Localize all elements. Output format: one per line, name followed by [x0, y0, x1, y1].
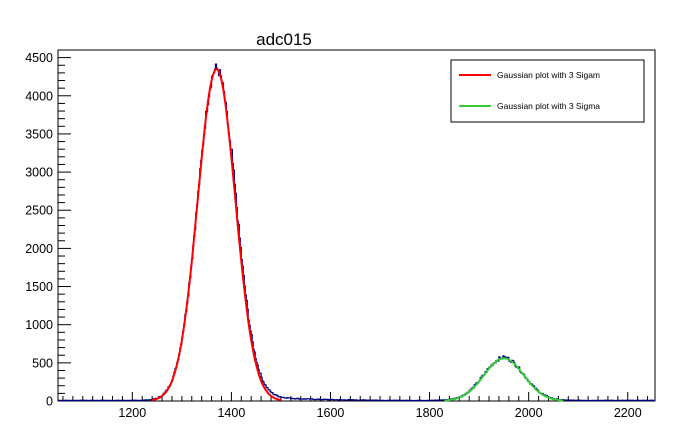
fit-curve-green: [444, 357, 564, 402]
x-tick-label: 1600: [317, 406, 345, 420]
y-tick-label: 4000: [25, 89, 53, 103]
x-tick-label: 2000: [515, 406, 543, 420]
y-tick-label: 4500: [25, 51, 53, 65]
fit-curve-red: [152, 68, 282, 401]
x-tick-label: 1400: [217, 406, 245, 420]
y-tick-label: 2000: [25, 242, 53, 256]
y-tick-label: 500: [32, 356, 53, 370]
legend: Gaussian plot with 3 Sigam Gaussian plot…: [450, 59, 645, 123]
y-tick-label: 1000: [25, 318, 53, 332]
chart-title: adc015: [256, 30, 312, 49]
y-tick-label: 3500: [25, 127, 53, 141]
y-tick-label: 2500: [25, 204, 53, 218]
x-axis: 1200 1400 1600 1800 2000 2200: [62, 392, 649, 420]
y-axis: 0 500 1000 1500 2000 2500 3000 3500 4000 4500: [25, 49, 71, 409]
x-tick-label: 1800: [416, 406, 444, 420]
legend-box: [450, 59, 645, 123]
x-tick-label: 1200: [118, 406, 146, 420]
y-tick-label: 3000: [25, 166, 53, 180]
legend-label-red: Gaussian plot with 3 Sigam: [497, 70, 600, 80]
y-tick-label: 1500: [25, 280, 53, 294]
x-tick-label: 2200: [614, 406, 642, 420]
legend-label-green: Gaussian plot with 3 Sigma: [497, 101, 600, 111]
y-tick-label: 0: [46, 395, 53, 409]
fit-curves: [152, 68, 564, 402]
